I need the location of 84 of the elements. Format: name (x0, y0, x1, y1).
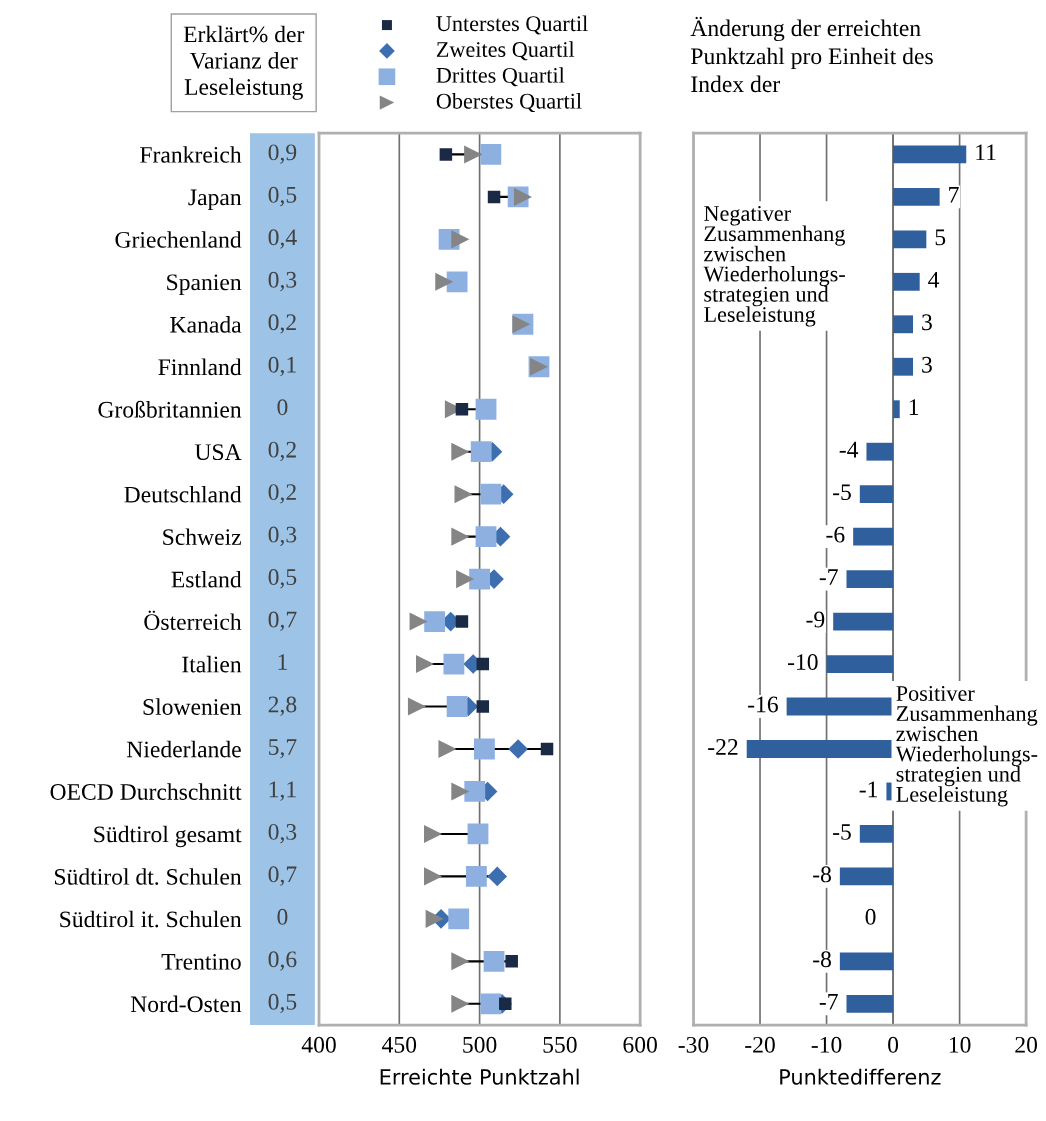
x-tick-label: 550 (543, 1036, 577, 1053)
data-label: -9 (806, 611, 825, 628)
data-label: 0,1 (268, 356, 296, 377)
category-label: Spanien (167, 274, 242, 296)
annotation: Positiver Zusammenhang zwischen Wiederholungs- strategien und Leseleistung (895, 685, 1038, 807)
x-tick-label: 600 (623, 1036, 657, 1053)
x-tick-label: 20 (1015, 1036, 1038, 1053)
data-label: -4 (839, 441, 859, 458)
data-label: 0,2 (268, 441, 296, 462)
legend-label: Oberstes Quartil (436, 93, 582, 113)
x-tick-label: 500 (463, 1036, 497, 1053)
data-label: 3 (922, 356, 932, 373)
category-label: Frankreich (140, 146, 242, 163)
data-label: 0 (277, 399, 288, 416)
data-label: 3 (922, 314, 932, 331)
x-tick-label: -10 (811, 1036, 842, 1053)
category-label: Deutschland (124, 485, 242, 503)
data-label: -1 (859, 781, 878, 798)
data-label: 0,5 (268, 186, 297, 207)
data-label: 1,1 (269, 781, 296, 801)
data-label: 4 (928, 271, 940, 288)
x-tick-label: 0 (888, 1036, 899, 1053)
data-label: 0,2 (268, 484, 296, 504)
data-label: 0,9 (268, 144, 297, 164)
data-label: 11 (976, 144, 996, 161)
data-label: -22 (708, 739, 738, 755)
x-axis-title: Punktedifferenz (780, 1068, 941, 1085)
data-label: 0 (865, 908, 876, 925)
category-label: Kanada (170, 316, 242, 333)
x-tick-label: -30 (678, 1036, 709, 1053)
data-label: 2,8 (268, 696, 297, 716)
category-label: Trentino (161, 953, 241, 970)
data-label: 0,3 (268, 823, 297, 844)
data-label: 0,2 (268, 314, 296, 334)
x-tick-label: 450 (382, 1036, 417, 1053)
data-label: 0,5 (268, 993, 297, 1014)
x-axis-title: Erreichte Punktzahl (380, 1068, 579, 1085)
category-label: Südtirol gesamt (94, 825, 242, 848)
category-label: Schweiz (163, 528, 241, 546)
data-label: 1 (909, 399, 919, 415)
category-label: Österreich (144, 610, 242, 630)
data-label: -8 (813, 951, 831, 968)
category-label: Südtirol it. Schulen (60, 910, 242, 928)
category-label: Estland (171, 570, 242, 588)
data-label: -7 (819, 569, 838, 585)
data-label: 0,6 (268, 951, 297, 971)
data-label: -6 (826, 526, 845, 543)
text: Erklärt% der Varianz der Leseleistung (183, 25, 305, 100)
data-label: 1 (278, 654, 287, 670)
data-label: -10 (787, 654, 818, 670)
category-label: Italien (182, 655, 242, 673)
data-label: 7 (949, 187, 959, 203)
category-label: Slowenien (143, 698, 242, 715)
data-label: 5 (935, 229, 946, 246)
legend-label: Zweites Quartil (436, 41, 575, 61)
data-label: -8 (813, 866, 831, 883)
category-label: Japan (188, 189, 242, 211)
data-label: 0,5 (268, 569, 297, 589)
data-label: 0,7 (268, 866, 297, 886)
data-label: 0,3 (268, 526, 297, 546)
category-label: Nord-Osten (130, 995, 242, 1013)
category-label: Finnland (158, 358, 242, 376)
category-label: Niederlande (126, 740, 241, 758)
category-label: Griechenland (115, 231, 242, 248)
data-label: -16 (748, 696, 778, 713)
category-label: Südtirol dt. Schulen (55, 868, 242, 885)
x-tick-label: 10 (949, 1036, 971, 1053)
x-tick-label: -20 (745, 1036, 775, 1053)
category-label: OECD Durchschnitt (50, 783, 242, 800)
legend-label: Drittes Quartil (436, 67, 565, 87)
data-label: -5 (833, 824, 851, 840)
chart-title: Änderung der erreichten Punktzahl pro Einheit des Index der (690, 16, 933, 93)
data-label: -5 (833, 484, 851, 501)
annotation: Negativer Zusammenhang zwischen Wiederholungs- strategien und Leseleistung (703, 206, 845, 327)
category-label: USA (194, 444, 242, 461)
data-label: 5,7 (269, 739, 297, 759)
data-label: 0,7 (268, 611, 297, 631)
category-label: Großbritannien (98, 400, 242, 418)
data-label: 0 (277, 908, 288, 925)
data-label: -7 (819, 994, 838, 1010)
legend-label: Unterstes Quartil (436, 15, 588, 35)
data-label: 0,4 (268, 229, 297, 249)
data-label: 0,3 (268, 271, 297, 292)
x-tick-label: 400 (301, 1036, 336, 1053)
